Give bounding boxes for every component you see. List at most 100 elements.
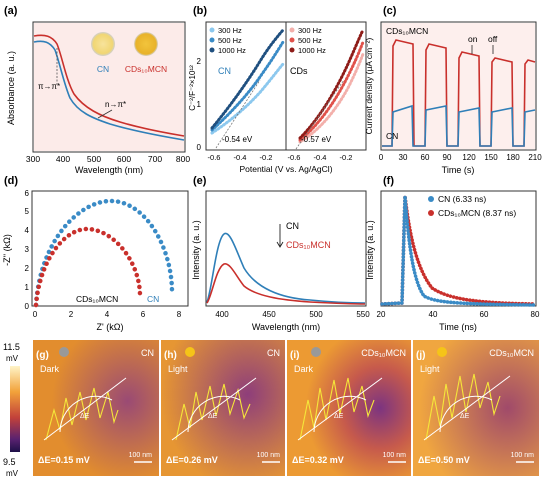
mott-curve [210,40,285,132]
mott-curve [298,28,365,140]
panel-a-cd-label: CDs₁₀MCN [125,64,167,74]
panel-e-xtick: 500 [309,310,323,319]
panel-b-xtick: -0.6 [208,153,221,162]
sun-icon [437,347,447,357]
panel-c-xtick: 150 [484,153,498,162]
panel-b: (b) C⁻²/F⁻²×10¹² Potential (V vs. Ag/AgC… [188,5,367,174]
panel-h-condition: Light [168,364,188,374]
panel-a-xtick: 700 [148,154,162,164]
panel-h-scale: 100 nm [257,452,281,459]
panel-g: (g) CN Dark ΔE ΔE=0.15 mV 100 nm [33,340,159,476]
panel-e-cd-curve [206,263,366,305]
mott-curve [298,52,365,144]
panel-e: (e) Intensity (a. u.) Wavelength (nm) 40… [191,175,370,332]
panel-i-sample: CDs₁₀MCN [361,348,406,358]
panel-g-arc [59,395,113,433]
panel-h-delta: ΔE=0.26 mV [166,455,218,465]
legend-entry: 1000 Hz [218,46,246,55]
panel-j-scale: 100 nm [511,452,535,459]
panel-a-xlabel: Wavelength (nm) [75,165,143,175]
panel-e-cd-label: CDs₁₀MCN [286,240,331,250]
legend-entry: 300 Hz [218,26,242,35]
panel-e-xtick: 450 [262,310,276,319]
panel-d-xtick: 6 [141,310,146,319]
panel-f-xtick: 20 [377,310,386,319]
extrapolation-line [215,79,261,149]
legend-marker [209,37,215,43]
panel-j: (j) CDs₁₀MCN Light ΔE ΔE=0.50 mV 100 nm [413,340,539,476]
panel-f: (f) Intensity (a. u.) Time (ns) 20 40 60… [365,175,540,332]
mott-curve [210,28,285,130]
panel-j-arc [439,395,493,433]
extrapolation-line [295,79,345,150]
panel-e-xtick: 550 [356,310,370,319]
panel-c: (c) Current density (μA cm⁻²) Time (s) 0… [364,5,542,175]
panel-d-xlabel: Z' (kΩ) [97,322,124,332]
panel-b-ytick: 1 [197,100,202,109]
panel-i-label: (i) [290,350,299,361]
panel-g-map [33,340,159,476]
panel-i-line [297,377,383,441]
moon-icon [59,347,69,357]
legend-entry: 1000 Hz [298,46,326,55]
panel-a-xtick: 400 [56,154,70,164]
legend-entry: 500 Hz [298,36,322,45]
panel-g-sample: CN [141,348,154,358]
panel-b-right-fb: -0.57 eV [301,135,332,144]
panel-a-cd-curve [33,34,185,137]
panel-b-right-frame [285,21,367,151]
panel-a-xticks: 300 400 500 600 700 800 [26,154,190,164]
panel-c-on-label: on [468,34,478,44]
panel-c-xtick: 60 [421,153,430,162]
legend-marker [209,47,215,53]
panel-a-cd-photo [134,32,158,56]
legend-marker [289,47,295,53]
legend-entry: 300 Hz [298,26,322,35]
panel-g-line [43,377,127,441]
panel-h-arc-label: ΔE [208,413,218,420]
panel-c-label: (c) [383,5,397,17]
legend-marker [428,196,434,202]
panel-b-label: (b) [193,5,207,17]
panel-d-ytick: 6 [25,189,30,198]
panel-j-map [413,340,539,476]
panel-b-ylabel: C⁻²/F⁻²×10¹² [188,65,197,111]
legend-marker [289,37,295,43]
panel-b-ytick: 2 [197,57,202,66]
panel-h-map [161,340,285,476]
colorbar-bottom-unit: mV [6,469,19,478]
mott-curve [210,62,285,135]
panel-d-xtick: 2 [69,310,74,319]
panel-g-condition: Dark [40,364,60,374]
panel-c-xtick: 210 [528,153,542,162]
panel-f-xtick: 60 [480,310,489,319]
panel-d-label: (d) [4,175,18,187]
panel-e-arrowhead [276,241,284,248]
panel-a-cn-photo [91,32,115,56]
panel-b-right-title: CDs [290,66,308,76]
panel-b-xlabel: Potential (V vs. Ag/AgCl) [239,164,332,174]
panel-c-cd-label: CDs₁₀MCN [386,26,428,36]
panel-d-xtick: 8 [177,310,182,319]
panel-h-sample: CN [267,348,280,358]
panel-d-ytick: 4 [25,226,30,235]
panel-j-sample: CDs₁₀MCN [489,348,534,358]
legend-marker [209,27,215,33]
panel-a-xtick: 800 [176,154,190,164]
panel-b-right-curves [295,28,365,150]
panel-d-ylabel: -Z'' (kΩ) [2,234,12,266]
panel-f-xtick: 40 [429,310,438,319]
panel-b-left-fb: -0.54 eV [222,135,253,144]
panel-f-xlabel: Time (ns) [439,322,477,332]
moon-icon [311,347,321,357]
panel-d-cd-arc [33,226,143,308]
panel-c-ylabel: Current density (μA cm⁻²) [364,37,374,134]
panel-i-delta: ΔE=0.32 mV [292,455,344,465]
panel-e-frame [205,190,367,307]
legend-entry: CDs₁₀MCN (8.37 ns) [438,208,516,218]
panel-f-label: (f) [383,175,394,187]
panel-i-condition: Dark [294,364,314,374]
sun-icon [185,347,195,357]
panel-d-xtick: 0 [33,310,38,319]
kpfm-colorbar: 11.5 mV 9.5 mV [3,342,20,478]
